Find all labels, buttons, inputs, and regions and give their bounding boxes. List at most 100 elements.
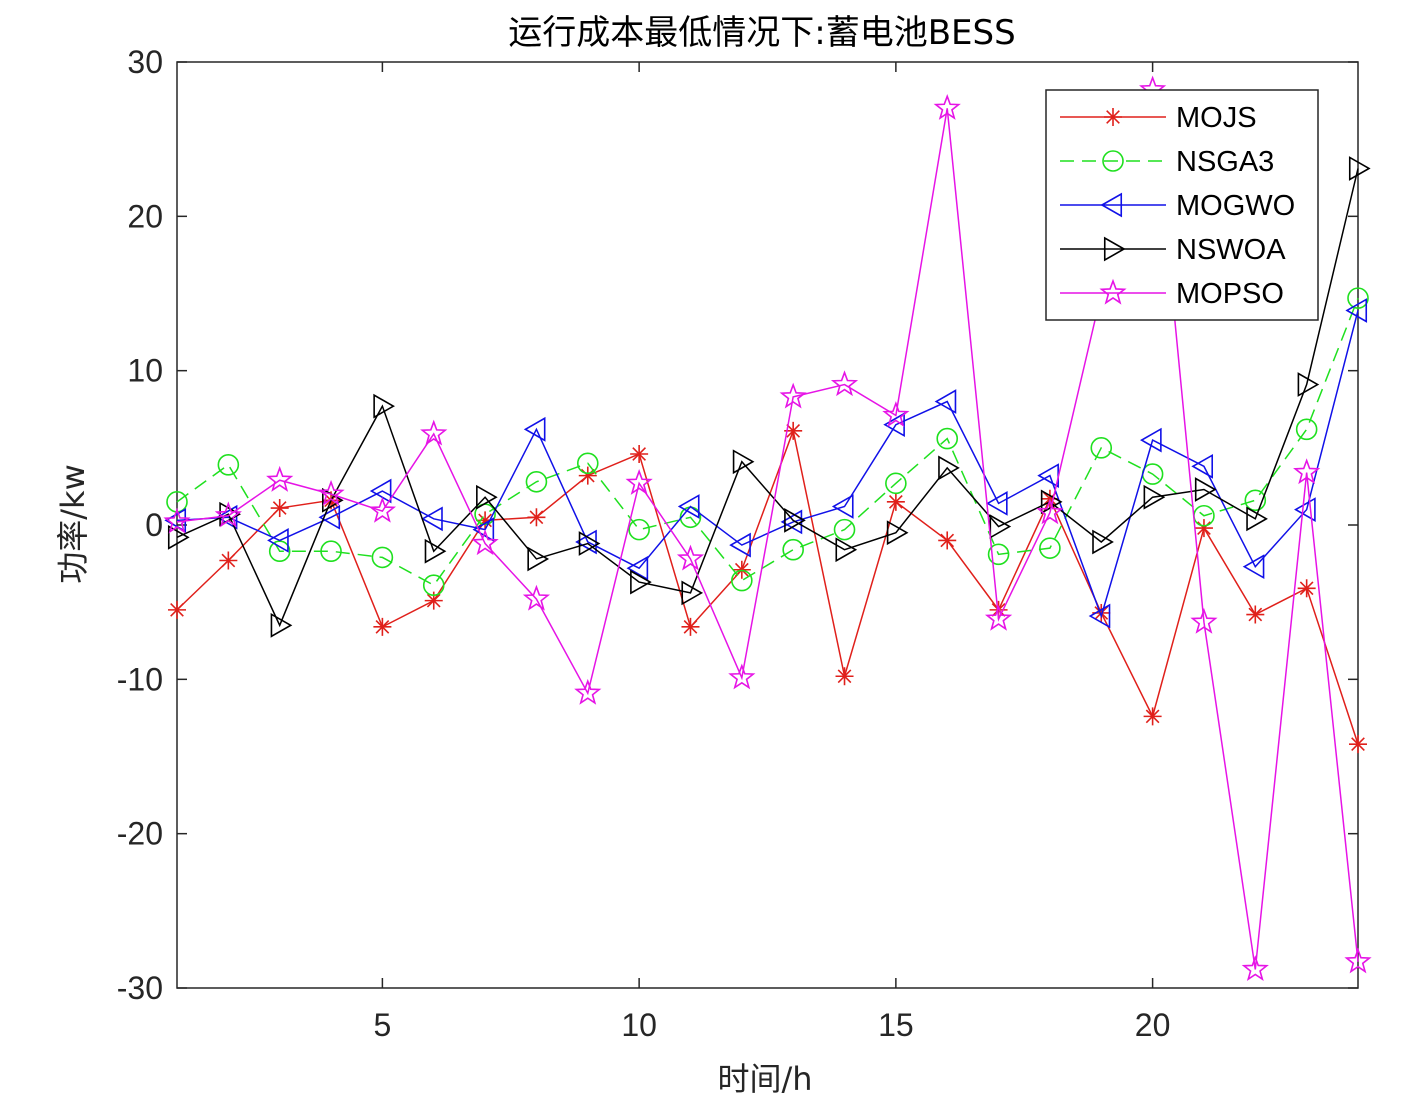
legend-label: NSWOA (1176, 234, 1286, 266)
marker-pentagram (471, 529, 499, 556)
marker-triangle-right (1348, 156, 1371, 181)
marker-triangle-left (1294, 497, 1316, 522)
marker-pentagram (1099, 278, 1127, 305)
marker-triangle-right (681, 580, 704, 606)
marker-circle (782, 538, 804, 561)
legend-label: MOPSO (1176, 278, 1284, 310)
marker-stroke (478, 513, 492, 528)
x-tick-label: 10 (621, 1007, 657, 1043)
marker-triangle-left (985, 491, 1008, 516)
marker-triangle-right (1143, 484, 1166, 510)
marker-asterisk (1194, 519, 1213, 538)
marker-asterisk (1246, 605, 1265, 624)
marker-pentagram (420, 419, 448, 446)
marker-asterisk (784, 421, 803, 440)
y-axis-label: 功率/kw (54, 464, 92, 584)
marker-pentagram (830, 370, 859, 397)
marker-triangle-right (630, 569, 652, 595)
marker-stroke (1145, 709, 1160, 724)
marker-asterisk (1143, 707, 1162, 726)
marker-triangle-right (835, 537, 858, 563)
y-tick-label: -20 (117, 816, 163, 852)
marker-pentagram (317, 479, 345, 506)
legend-item-mogwo: MOGWO (1060, 190, 1295, 222)
marker-circle (1295, 418, 1318, 441)
marker-asterisk (424, 591, 443, 610)
marker-triangle-right (732, 449, 755, 475)
marker-circle (525, 470, 548, 493)
marker-asterisk (270, 499, 289, 518)
marker-triangle-left (883, 412, 905, 438)
marker-asterisk (938, 531, 957, 550)
marker-stroke (1094, 606, 1109, 620)
marker-triangle-left (318, 504, 341, 530)
marker-triangle-right (373, 393, 396, 419)
marker-circle (628, 518, 650, 541)
chart-title: 运行成本最低情况下:蓄电池BESS (508, 13, 1015, 53)
marker-triangle-left (1191, 453, 1214, 479)
marker-stroke (221, 553, 236, 568)
marker-stroke (426, 593, 441, 608)
x-tick-label: 5 (373, 1007, 391, 1043)
series-line (176, 297, 1359, 587)
legend-item-nsga3: NSGA3 (1060, 146, 1274, 178)
marker-pentagram (1036, 498, 1064, 525)
marker-pentagram (625, 469, 653, 495)
marker-asterisk (219, 551, 238, 570)
marker-asterisk (578, 466, 597, 485)
marker-triangle-right (578, 531, 601, 556)
legend-label: MOGWO (1176, 190, 1295, 222)
marker-triangle-left (831, 494, 854, 519)
marker-asterisk (886, 492, 905, 511)
marker-circle (1347, 287, 1369, 309)
legend-item-mopso: MOPSO (1060, 278, 1284, 310)
marker-triangle-right (424, 538, 447, 564)
marker-stroke (1299, 581, 1314, 596)
marker-circle (217, 454, 240, 476)
marker-asterisk (835, 667, 854, 686)
marker-asterisk (1349, 735, 1367, 754)
series-nswoa (167, 156, 1371, 638)
marker-triangle-left (267, 528, 289, 553)
x-axis-label: 时间/h (717, 1060, 812, 1098)
marker-stroke (272, 501, 287, 515)
marker-stroke (734, 562, 749, 577)
marker-asterisk (630, 445, 649, 464)
marker-stroke (580, 468, 595, 483)
x-ticks: 5 10 15 20 (373, 62, 1170, 1043)
marker-stroke (889, 494, 903, 509)
marker-triangle-left (1088, 603, 1111, 629)
marker-stroke (786, 423, 801, 438)
y-tick-label: 0 (145, 507, 163, 543)
marker-stroke (170, 603, 184, 617)
y-tick-label: -30 (117, 970, 163, 1006)
marker-circle (422, 574, 445, 596)
marker-pentagram (779, 382, 807, 409)
marker-pentagram (1190, 607, 1218, 634)
marker-circle (731, 569, 753, 592)
y-tick-label: 20 (127, 198, 163, 234)
y-ticks: 30 20 10 0 -10 -20 -30 (117, 44, 1358, 1006)
y-tick-label: 10 (127, 353, 163, 389)
marker-stroke (1248, 607, 1263, 622)
marker-stroke (683, 619, 698, 634)
marker-asterisk (681, 617, 700, 636)
marker-triangle-right (886, 520, 909, 546)
marker-asterisk (527, 508, 546, 527)
marker-triangle-right (270, 612, 293, 638)
marker-pentagram (676, 544, 705, 571)
marker-triangle-left (421, 506, 443, 532)
marker-pentagram (1241, 955, 1269, 982)
marker-stroke (529, 510, 544, 525)
marker-triangle-right (167, 524, 190, 550)
marker-triangle-left (369, 478, 392, 504)
legend: MOJS NSGA3 MOGWO NSWOA MOPSO (1045, 89, 1319, 321)
series-nsga3 (166, 287, 1369, 596)
marker-triangle-left (1242, 554, 1265, 580)
marker-triangle-left (523, 416, 546, 442)
marker-triangle-right (784, 507, 806, 533)
marker-triangle-right (1092, 529, 1114, 555)
marker-pentagram (882, 401, 910, 427)
marker-triangle-left (729, 532, 751, 558)
